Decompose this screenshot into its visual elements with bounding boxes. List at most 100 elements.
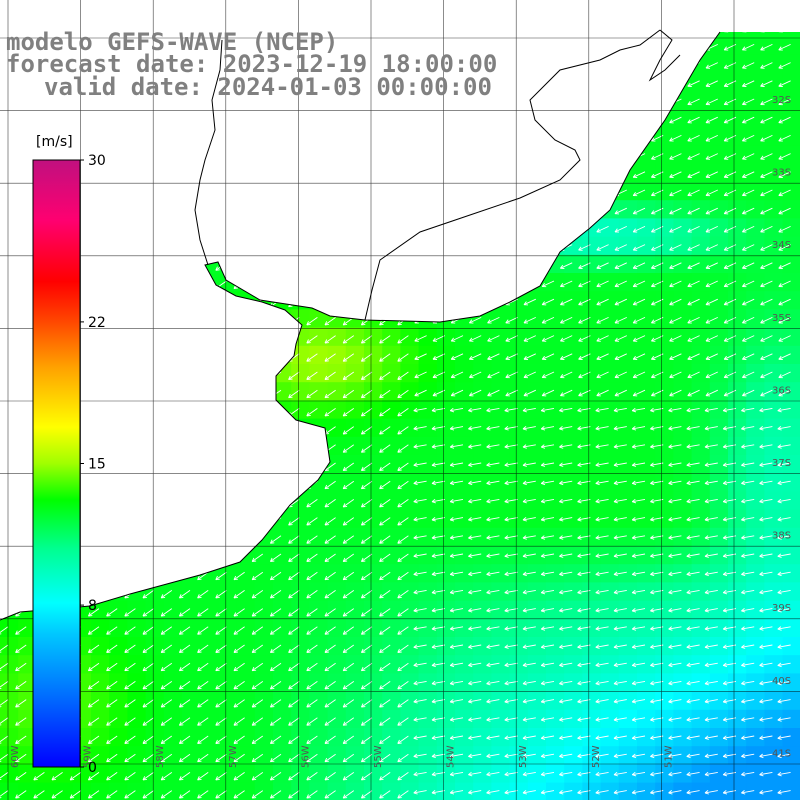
field-cell bbox=[582, 746, 602, 765]
river-border-line bbox=[194, 39, 223, 266]
field-cell bbox=[709, 782, 729, 800]
field-cell bbox=[436, 527, 456, 547]
field-cell bbox=[382, 637, 401, 656]
field-cell bbox=[364, 345, 383, 365]
field-cell bbox=[764, 655, 784, 674]
field-cell bbox=[782, 455, 800, 474]
wind-arrow bbox=[595, 680, 609, 686]
field-cell bbox=[72, 782, 92, 800]
wind-arrow bbox=[504, 571, 518, 577]
field-cell bbox=[764, 109, 784, 128]
field-cell bbox=[582, 182, 602, 201]
wind-arrow bbox=[560, 389, 573, 397]
field-cell bbox=[746, 673, 765, 693]
field-cell bbox=[182, 163, 201, 183]
field-cell bbox=[91, 218, 110, 238]
field-cell bbox=[0, 728, 19, 747]
longitude-label: 52W bbox=[591, 745, 602, 768]
wind-arrow bbox=[324, 499, 336, 508]
wind-arrow bbox=[106, 735, 118, 744]
field-cell bbox=[509, 509, 529, 529]
field-cell bbox=[637, 600, 656, 620]
wind-arrow bbox=[324, 480, 336, 490]
field-cell bbox=[709, 145, 729, 165]
wind-arrow bbox=[0, 280, 9, 289]
field-cell bbox=[527, 600, 547, 620]
field-cell bbox=[200, 145, 219, 165]
wind-arrow bbox=[233, 189, 245, 198]
wind-arrow bbox=[614, 207, 627, 215]
wind-arrow bbox=[595, 407, 609, 413]
field-cell bbox=[127, 691, 147, 711]
field-cell bbox=[418, 127, 438, 147]
field-cell bbox=[564, 455, 583, 474]
wind-arrow bbox=[504, 662, 518, 668]
field-cell bbox=[0, 273, 19, 292]
wind-arrow bbox=[560, 353, 573, 360]
wind-arrow bbox=[742, 134, 755, 142]
wind-arrow bbox=[450, 335, 464, 342]
field-cell bbox=[491, 637, 511, 656]
field-cell bbox=[655, 418, 674, 438]
wind-arrow bbox=[342, 408, 355, 417]
field-cell bbox=[564, 527, 583, 547]
field-cell bbox=[291, 509, 310, 529]
wind-arrow bbox=[468, 790, 482, 795]
field-cell bbox=[618, 691, 638, 711]
field-cell bbox=[691, 473, 711, 492]
field-cell bbox=[764, 728, 784, 747]
wind-arrow bbox=[397, 480, 409, 490]
field-cell bbox=[418, 728, 438, 747]
wind-arrow bbox=[233, 626, 245, 635]
wind-arrow bbox=[413, 444, 427, 449]
wind-arrow bbox=[215, 353, 227, 362]
wind-arrow bbox=[505, 116, 518, 124]
wind-arrow bbox=[269, 553, 282, 562]
field-cell bbox=[564, 382, 583, 401]
field-cell bbox=[509, 764, 529, 784]
wind-arrow bbox=[215, 408, 227, 417]
wind-arrow bbox=[87, 335, 100, 344]
field-cell bbox=[182, 236, 201, 256]
field-cell bbox=[600, 291, 620, 310]
wind-arrow bbox=[398, 8, 409, 16]
latitude-label: 35S bbox=[772, 313, 791, 324]
field-cell bbox=[0, 254, 19, 274]
wind-arrow bbox=[759, 790, 773, 795]
field-cell bbox=[309, 546, 329, 565]
field-cell bbox=[309, 345, 329, 365]
field-cell bbox=[546, 309, 565, 329]
field-cell bbox=[546, 655, 565, 674]
wind-arrow bbox=[124, 389, 136, 399]
latitude-label: 38S bbox=[772, 531, 791, 542]
field-cell bbox=[327, 436, 347, 456]
field-cell bbox=[291, 600, 310, 620]
wind-arrow bbox=[306, 244, 318, 253]
field-cell bbox=[345, 254, 365, 274]
field-cell bbox=[364, 509, 383, 529]
wind-arrow bbox=[324, 571, 336, 581]
field-cell bbox=[182, 436, 201, 456]
wind-arrow bbox=[522, 608, 536, 613]
field-cell bbox=[91, 236, 110, 256]
wind-arrow bbox=[613, 426, 627, 431]
wind-arrow bbox=[595, 571, 609, 577]
field-cell bbox=[309, 163, 329, 183]
field-cell bbox=[582, 109, 602, 128]
longitude-label: 60W bbox=[10, 745, 21, 768]
wind-arrow bbox=[614, 134, 627, 142]
wind-arrow bbox=[449, 553, 464, 558]
field-cell bbox=[382, 709, 401, 729]
field-cell bbox=[236, 673, 256, 693]
wind-arrow bbox=[306, 389, 318, 399]
field-cell bbox=[91, 200, 110, 219]
wind-arrow bbox=[269, 135, 282, 144]
wind-arrow bbox=[705, 207, 718, 215]
wind-arrow bbox=[504, 626, 518, 631]
field-cell bbox=[364, 182, 383, 201]
wind-arrow bbox=[631, 444, 646, 449]
wind-arrow bbox=[106, 207, 118, 217]
colorbar-tick-label: 15 bbox=[88, 457, 106, 473]
wind-arrow bbox=[197, 553, 209, 562]
wind-arrow bbox=[505, 43, 518, 51]
